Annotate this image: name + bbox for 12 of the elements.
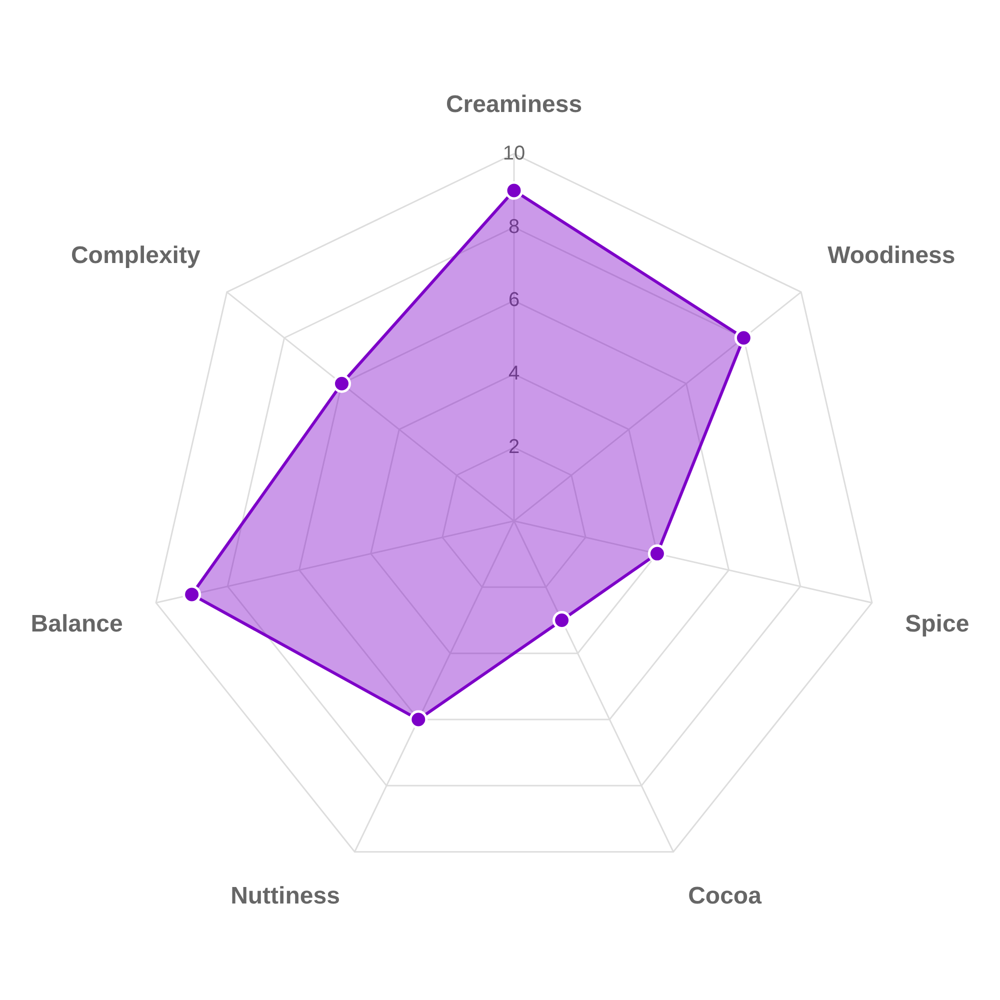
spoke-label: Cocoa <box>688 882 762 910</box>
spoke-label: Spice <box>905 610 970 638</box>
y-tick-label: 6 <box>508 289 520 312</box>
y-tick-label: 8 <box>508 216 520 238</box>
spoke-label: Balance <box>30 610 123 638</box>
y-tick-label: 2 <box>508 436 520 458</box>
spoke-label: Creaminess <box>446 91 582 118</box>
spoke-label: Nuttiness <box>230 882 340 910</box>
y-tick-label: 4 <box>508 362 520 385</box>
spoke-label: Woodiness <box>828 242 956 270</box>
y-tick-label: 10 <box>502 142 526 164</box>
spoke-label: Complexity <box>70 242 201 270</box>
